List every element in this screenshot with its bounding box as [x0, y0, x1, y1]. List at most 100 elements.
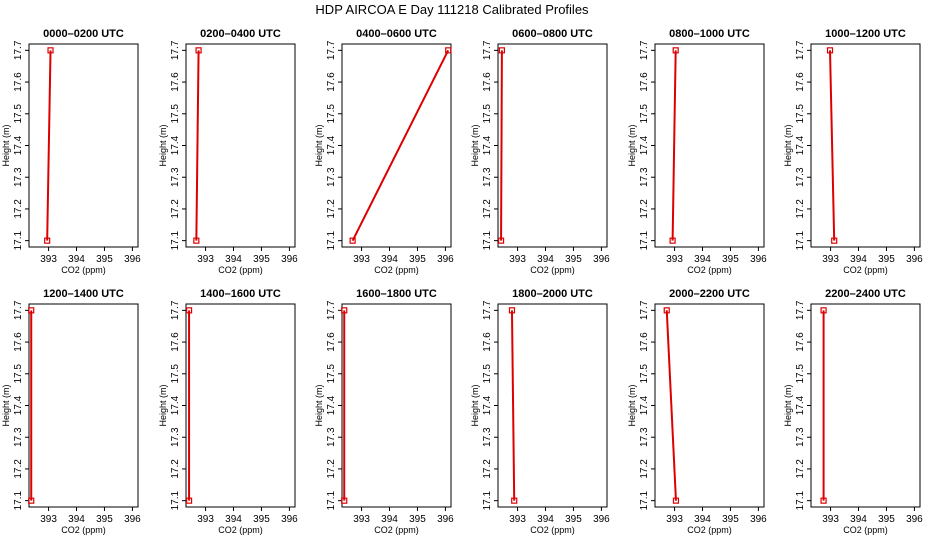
- chart-panel: 1400–1600 UTC 393 394 395 396 17.1 17.2 17.3 17.…: [158, 288, 298, 535]
- y-tick-label: 17.7: [795, 40, 806, 60]
- panel-title: 1800–2000 UTC: [512, 288, 593, 300]
- x-tick-label: 395: [253, 514, 270, 525]
- x-tick-label: 395: [409, 514, 426, 525]
- x-tick-label: 394: [68, 254, 85, 265]
- data-point: [497, 237, 505, 244]
- chart-panel: 2200–2400 UTC 393 394 395 396 17.1 17.2 17.3 17.…: [783, 288, 923, 535]
- data-point: [820, 307, 827, 314]
- x-axis-label: CO2 (ppm): [61, 265, 106, 275]
- data-point: [28, 497, 35, 504]
- panel-title: 1600–1800 UTC: [356, 288, 437, 300]
- x-tick-label: 396: [124, 254, 141, 265]
- x-tick-label: 394: [381, 254, 398, 265]
- x-tick-label: 393: [666, 254, 683, 265]
- x-tick-label: 394: [537, 514, 554, 525]
- plot-frame: [28, 43, 139, 248]
- y-tick-label: 17.4: [326, 135, 337, 155]
- plot-frame: [185, 303, 296, 508]
- y-tick-label: 17.2: [639, 199, 650, 219]
- y-tick-label: 17.7: [639, 300, 650, 320]
- y-tick-label: 17.3: [482, 167, 493, 187]
- y-tick-label: 17.2: [170, 459, 181, 479]
- x-axis-label: CO2 (ppm): [374, 265, 419, 275]
- x-tick-label: 395: [722, 254, 739, 265]
- y-tick-label: 17.4: [639, 135, 650, 155]
- y-axis-label: Height (m): [470, 384, 480, 426]
- y-tick-label: 17.6: [482, 72, 493, 92]
- x-tick-label: 394: [225, 254, 242, 265]
- y-tick-label: 17.2: [795, 459, 806, 479]
- y-tick-label: 17.7: [482, 300, 493, 320]
- x-tick-label: 396: [281, 254, 298, 265]
- y-tick-label: 17.5: [326, 364, 337, 384]
- panel-title: 0200–0400 UTC: [200, 28, 281, 40]
- y-tick-label: 17.7: [326, 300, 337, 320]
- y-tick-label: 17.2: [13, 459, 24, 479]
- y-tick-label: 17.1: [795, 230, 806, 250]
- y-tick-label: 17.6: [482, 332, 493, 352]
- profile-line: [195, 50, 200, 241]
- chart-panel: 0600–0800 UTC 393 394 395 396 17.1 17.2 17.3 17.…: [470, 28, 610, 275]
- data-point: [185, 307, 193, 314]
- y-tick-label: 17.4: [482, 135, 493, 155]
- x-tick-label: 395: [878, 514, 895, 525]
- x-tick-label: 393: [353, 514, 370, 525]
- y-tick-label: 17.6: [13, 332, 24, 352]
- x-axis-label: CO2 (ppm): [218, 525, 263, 535]
- y-tick-label: 17.4: [13, 395, 24, 415]
- panel-grid: 0000–0200 UTC 393 394 395 396 17.1 17.2 17.3 17.…: [1, 28, 923, 535]
- data-point: [511, 497, 518, 504]
- x-tick-label: 393: [666, 514, 683, 525]
- y-tick-label: 17.2: [639, 459, 650, 479]
- y-tick-label: 17.3: [326, 167, 337, 187]
- y-tick-label: 17.1: [482, 490, 493, 510]
- x-axis-label: CO2 (ppm): [843, 265, 888, 275]
- y-tick-label: 17.7: [482, 40, 493, 60]
- chart-panel: 0400–0600 UTC 393 394 395 396 17.1 17.2 17.3 17.…: [314, 28, 454, 275]
- x-axis-label: CO2 (ppm): [530, 525, 575, 535]
- x-tick-label: 396: [750, 254, 767, 265]
- x-tick-label: 396: [437, 514, 454, 525]
- data-point: [445, 47, 452, 54]
- y-tick-label: 17.3: [13, 167, 24, 187]
- chart-panel: 0200–0400 UTC 393 394 395 396 17.1 17.2 17.3 17.…: [158, 28, 298, 275]
- x-tick-label: 395: [96, 254, 113, 265]
- y-tick-label: 17.5: [795, 364, 806, 384]
- y-tick-label: 17.7: [13, 40, 24, 60]
- y-tick-label: 17.3: [13, 427, 24, 447]
- profile-line: [351, 49, 450, 242]
- x-axis-label: CO2 (ppm): [843, 525, 888, 535]
- data-point: [349, 237, 356, 244]
- profile-line: [671, 50, 677, 241]
- profile-line: [829, 50, 836, 241]
- y-tick-label: 17.2: [795, 199, 806, 219]
- y-tick-label: 17.1: [170, 230, 181, 250]
- y-tick-label: 17.6: [795, 72, 806, 92]
- y-tick-label: 17.1: [170, 490, 181, 510]
- x-axis-label: CO2 (ppm): [218, 265, 263, 275]
- profile-line: [46, 50, 52, 241]
- x-axis-label: CO2 (ppm): [687, 265, 732, 275]
- y-tick-label: 17.7: [170, 300, 181, 320]
- x-tick-label: 396: [906, 254, 923, 265]
- y-axis-label: Height (m): [1, 124, 11, 166]
- y-axis-label: Height (m): [783, 384, 793, 426]
- y-tick-label: 17.4: [482, 395, 493, 415]
- y-axis-label: Height (m): [314, 384, 324, 426]
- x-tick-label: 394: [537, 254, 554, 265]
- y-tick-label: 17.2: [326, 199, 337, 219]
- y-tick-label: 17.5: [326, 104, 337, 124]
- x-tick-label: 396: [593, 254, 610, 265]
- y-tick-label: 17.6: [13, 72, 24, 92]
- y-axis-label: Height (m): [470, 124, 480, 166]
- y-tick-label: 17.5: [639, 104, 650, 124]
- y-tick-label: 17.1: [326, 230, 337, 250]
- panel-title: 0000–0200 UTC: [43, 28, 124, 40]
- y-axis-label: Height (m): [783, 124, 793, 166]
- x-tick-label: 395: [565, 514, 582, 525]
- plot-frame: [810, 303, 921, 508]
- x-tick-label: 395: [722, 514, 739, 525]
- x-tick-label: 395: [96, 514, 113, 525]
- y-tick-label: 17.1: [482, 230, 493, 250]
- plot-frame: [341, 303, 452, 508]
